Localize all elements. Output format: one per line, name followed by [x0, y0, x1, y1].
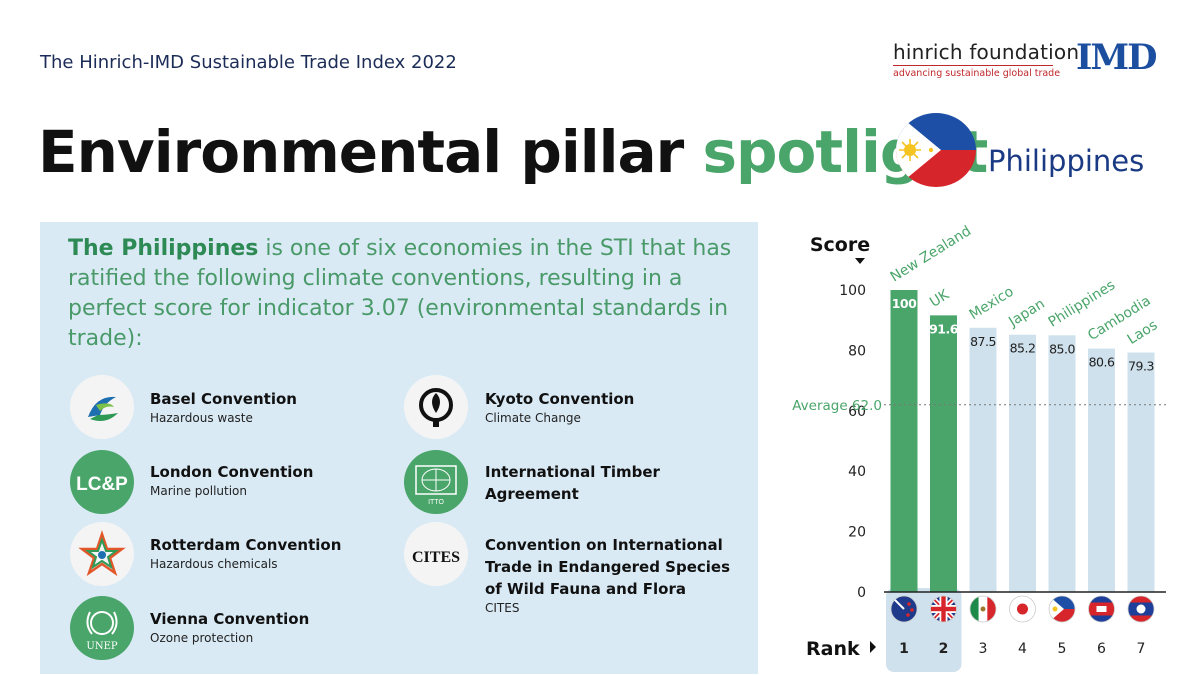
convention-title: Vienna Convention	[150, 610, 310, 628]
convention-title-line: Trade in Endangered Species	[485, 558, 731, 576]
flag-border	[890, 595, 918, 623]
philippines-flag-icon	[1049, 596, 1075, 622]
bar	[1048, 335, 1076, 592]
itto-logo-text: ITTO	[428, 499, 444, 506]
convention-title: Basel Convention	[150, 390, 297, 408]
bar	[1009, 334, 1036, 592]
cites-logo-text: CITES	[412, 549, 460, 566]
convention-cites: Convention on International Trade in End…	[485, 534, 730, 616]
flag-border	[930, 595, 957, 623]
bar-value-label: 79.3	[1128, 359, 1154, 374]
hinrich-logo-name: hinrich foundation	[893, 40, 1080, 64]
rank-label: 5	[1058, 641, 1067, 657]
rank-label: 7	[1137, 641, 1146, 657]
bar-value-label: 85.2	[1010, 341, 1036, 356]
cambodia-flag-icon	[1088, 596, 1115, 622]
y-tick-label: 80	[848, 343, 866, 359]
category-label: Japan	[1005, 296, 1047, 331]
convention-subtitle: CITES	[485, 601, 520, 615]
imd-logo: IMD	[1076, 37, 1157, 78]
bar-value-label: 91.6	[929, 321, 959, 336]
basel-logo-icon	[70, 375, 134, 439]
bar	[930, 315, 957, 592]
convention-vienna: Vienna Convention Ozone protection	[150, 608, 309, 646]
convention-timber: International Timber Agreement	[485, 461, 660, 505]
rank-label: 3	[979, 641, 988, 657]
index-title: The Hinrich-IMD Sustainable Trade Index …	[40, 52, 457, 73]
category-label: Laos	[1125, 317, 1161, 348]
y-axis-label: Score	[810, 234, 870, 256]
flag-border	[1009, 595, 1036, 623]
itto-globe-icon: ITTO	[404, 450, 468, 514]
bar-value-label: 80.6	[1089, 355, 1115, 370]
lcp-logo-icon: LC&P	[70, 450, 134, 514]
convention-kyoto: Kyoto Convention Climate Change	[485, 388, 634, 426]
convention-basel: Basel Convention Hazardous waste	[150, 388, 297, 426]
rank-label: 6	[1097, 641, 1106, 657]
rank-label: 4	[1018, 641, 1027, 657]
bar-value-label: 100	[892, 296, 917, 311]
category-label: New Zealand	[888, 223, 974, 285]
convention-title-line: International Timber	[485, 463, 660, 481]
page-title: Environmental pillar spotlight	[38, 118, 988, 186]
intro-text: The Philippines is one of six economies …	[68, 234, 748, 354]
flag-border	[969, 595, 997, 623]
hinrich-foundation-logo: hinrich foundation advancing sustainable…	[893, 40, 1079, 79]
convention-london: London Convention Marine pollution	[150, 461, 313, 499]
intro-highlight: The Philippines	[68, 236, 259, 261]
x-axis-label-arrow	[870, 641, 876, 653]
page-title-part1: Environmental pillar	[38, 118, 684, 186]
bar	[1127, 352, 1155, 592]
laos-flag-icon	[1128, 596, 1154, 622]
bar	[890, 290, 918, 592]
convention-subtitle: Marine pollution	[150, 484, 247, 498]
convention-rotterdam: Rotterdam Convention Hazardous chemicals	[150, 534, 341, 572]
average-label: Average 62.0	[792, 398, 882, 414]
y-tick-label: 60	[848, 404, 866, 420]
lcp-logo-text: LC&P	[76, 474, 128, 495]
bar	[1088, 348, 1115, 592]
mexico-flag-icon	[970, 596, 996, 622]
bar-value-label: 87.5	[970, 334, 996, 349]
convention-title: London Convention	[150, 463, 314, 481]
japan-flag-icon	[1009, 596, 1036, 622]
y-tick-label: 0	[857, 585, 866, 601]
convention-title-line: Convention on International	[485, 536, 723, 554]
kyoto-logo-icon	[404, 375, 468, 439]
unep-logo-text: UNEP	[86, 641, 117, 652]
convention-subtitle: Ozone protection	[150, 631, 254, 645]
y-tick-label: 20	[848, 525, 866, 541]
y-tick-label: 100	[839, 283, 866, 299]
convention-title-line: Agreement	[485, 485, 579, 503]
bar-value-label: 85.0	[1049, 341, 1075, 356]
uk-flag-icon	[930, 596, 957, 622]
score-bar-chart: Score 0 20 40 60 80 100 100 New Zealand 91.6 UK 87.…	[792, 223, 1166, 672]
flag-border	[1048, 595, 1076, 623]
convention-title-line: of Wild Fauna and Flora	[485, 580, 687, 598]
intro-rest: is one of six economies in the STI that …	[68, 236, 732, 351]
category-label: UK	[927, 286, 953, 310]
rank-label: 2	[939, 641, 949, 657]
x-axis-label: Rank	[806, 638, 860, 660]
philippines-flag-icon	[896, 113, 976, 187]
hinrich-logo-tagline: advancing sustainable global trade	[893, 68, 1061, 79]
convention-subtitle: Hazardous waste	[150, 411, 253, 425]
bar	[969, 327, 997, 592]
rank-label: 1	[899, 641, 909, 657]
country-name: Philippines	[988, 144, 1145, 178]
y-axis-label-arrow	[855, 258, 865, 264]
cites-logo-icon: CITES	[404, 522, 468, 586]
flag-border	[1088, 595, 1115, 623]
y-tick-label: 40	[848, 464, 866, 480]
rotterdam-star-icon	[70, 522, 134, 586]
convention-subtitle: Climate Change	[485, 411, 581, 425]
convention-title: Rotterdam Convention	[150, 536, 342, 554]
hinrich-logo-rule	[893, 65, 1053, 66]
flag-border	[1127, 595, 1155, 623]
convention-title: Kyoto Convention	[485, 390, 635, 408]
convention-subtitle: Hazardous chemicals	[150, 557, 278, 571]
unep-logo-icon: UNEP	[70, 596, 134, 660]
conventions-panel	[40, 222, 758, 674]
